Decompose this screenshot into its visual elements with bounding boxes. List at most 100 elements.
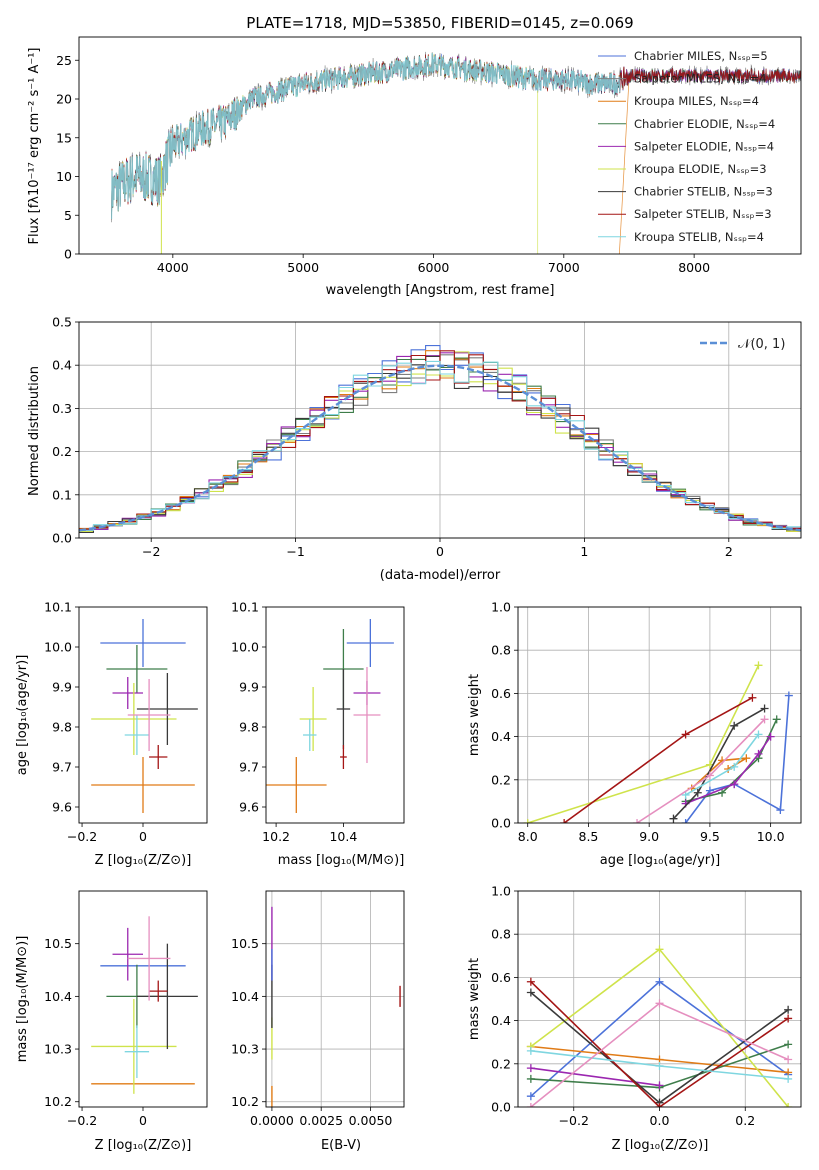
- spectrum-ylabel: Flux [fλ10⁻¹⁷ erg cm⁻² s⁻¹ A⁻¹]: [27, 48, 42, 245]
- y-tick-label: 9.9: [52, 680, 72, 695]
- weight-point-marker: [655, 1081, 664, 1090]
- legend-entry-label: Kroupa STELIB, Nₛₛₚ=4: [634, 230, 764, 244]
- mass-vs-metallicity-panel: −0.2 0 10.2 10.3 10.4 10.5 Z [log₁₀(Z/Z⊙)] ma…: [15, 890, 208, 1153]
- weight-point-marker: [784, 1074, 793, 1083]
- weight-point-marker: [705, 771, 714, 780]
- histogram-ylabel: Normed distribution: [27, 366, 42, 496]
- weight-point-marker: [760, 715, 769, 724]
- legend-entry-label: Chabrier STELIB, Nₛₛₚ=3: [634, 185, 773, 199]
- plot-area: [91, 619, 198, 813]
- y-tick-label: 9.8: [239, 720, 259, 735]
- plot-area: [271, 906, 401, 1107]
- legend-entry-label: Chabrier ELODIE, Nₛₛₚ=4: [634, 117, 775, 131]
- axes-frame: [78, 606, 208, 824]
- weight-point-marker: [655, 1103, 664, 1107]
- y-tick-label: 0.4: [491, 729, 511, 744]
- weight-point-marker: [784, 1014, 793, 1023]
- weight-point-marker: [784, 1103, 793, 1107]
- age-vs-mass-panel: 10.2 10.4 9.6 9.7 9.8 9.9 10.0 10.1 mass [log₁₀…: [231, 600, 405, 868]
- weight-point-marker: [681, 730, 690, 739]
- axes-frame: [517, 606, 802, 824]
- axes-frame: [78, 36, 802, 255]
- legend-entry-label: Kroupa MILES, Nₛₛₚ=4: [634, 94, 759, 108]
- y-tick-label: 0.2: [491, 1056, 511, 1071]
- x-tick-label: −0.2: [67, 829, 97, 844]
- axes-frame: [78, 321, 802, 539]
- x-tick-label: 10.4: [329, 829, 357, 844]
- weight-point-marker: [523, 819, 532, 823]
- x-tick-label: 8000: [678, 260, 710, 275]
- weight-point-marker: [693, 788, 702, 797]
- weight-point-marker: [655, 945, 664, 954]
- weight-point-marker: [526, 988, 535, 997]
- y-tick-label: 10.3: [231, 1042, 259, 1057]
- weight-point-marker: [766, 732, 775, 741]
- weight-vs-z-ylabel: mass weight: [467, 958, 482, 1040]
- x-tick-label: 10.2: [262, 829, 290, 844]
- weight-point-marker: [526, 1046, 535, 1055]
- y-tick-label: 10.0: [231, 640, 259, 655]
- x-tick-label: 0.2: [735, 1113, 755, 1128]
- residual-histogram-panel: −2 −1 0 1 2 0.0 0.1 0.2 0.3 0.4 0.5 (data-model)/e…: [27, 315, 802, 583]
- spectrum-title: PLATE=1718, MJD=53850, FIBERID=0145, z=0…: [246, 14, 633, 32]
- y-tick-label: 0.5: [52, 315, 72, 330]
- weight-point-marker: [730, 721, 739, 730]
- y-tick-label: 0.0: [491, 816, 511, 831]
- y-tick-label: 0.8: [491, 643, 511, 658]
- x-tick-label: 0.0000: [250, 1113, 294, 1128]
- normal-reference-legend-label: 𝒩(0, 1): [738, 337, 785, 352]
- weight-point-marker: [655, 1061, 664, 1070]
- y-tick-label: 1.0: [491, 884, 511, 899]
- x-tick-label: 0.0: [650, 1113, 670, 1128]
- plot-area: [79, 345, 801, 534]
- mass-vs-z-xlabel: Z [log₁₀(Z/Z⊙)]: [95, 1138, 192, 1153]
- weight-point-marker: [560, 819, 569, 823]
- weight-point-marker: [784, 1040, 793, 1049]
- spectrum-legend: Chabrier MILES, Nₛₛₚ=5 Salpeter MILES, Nₛ…: [598, 49, 775, 244]
- mass-vs-ebv-xlabel: E(B-V): [321, 1138, 361, 1153]
- weight-point-marker: [526, 1074, 535, 1083]
- spectrum-series-line: [111, 53, 621, 220]
- y-tick-label: 0.1: [52, 487, 72, 502]
- weight-point-marker: [526, 1092, 535, 1101]
- y-tick-label: 10.3: [44, 1042, 72, 1057]
- age-vs-mass-xlabel: mass [log₁₀(M/M⊙)]: [278, 853, 405, 868]
- weight-point-marker: [526, 1103, 535, 1107]
- plot-area: [266, 619, 394, 813]
- y-tick-label: 10.5: [44, 936, 72, 951]
- weight-vs-age-xlabel: age [log₁₀(age/yr)]: [600, 853, 721, 868]
- weight-point-marker: [754, 749, 763, 758]
- mass-weight-vs-metallicity-panel: −0.2 0.0 0.2 0.0 0.2 0.4 0.6 0.8 1.0 Z [log₁₀(Z/…: [467, 884, 802, 1153]
- age-vs-z-ylabel: age [log₁₀(age/yr)]: [15, 655, 30, 776]
- y-tick-label: 0.8: [491, 927, 511, 942]
- weight-point-marker: [748, 693, 757, 702]
- plot-area: [91, 916, 198, 1094]
- x-tick-label: 0: [436, 544, 444, 559]
- axes-frame: [517, 890, 802, 1108]
- weight-point-marker: [784, 1005, 793, 1014]
- weight-series-line: [685, 736, 772, 805]
- x-tick-label: 0.0050: [349, 1113, 393, 1128]
- y-tick-label: 1.0: [491, 600, 511, 615]
- legend-entry-label: Salpeter MILES, Nₛₛₚ=4: [634, 72, 767, 86]
- age-vs-metallicity-panel: −0.2 0 9.6 9.7 9.8 9.9 10.0 10.1 Z [log₁₀(Z/Z⊙)…: [15, 600, 208, 868]
- x-tick-label: −1: [286, 544, 304, 559]
- y-tick-label: 0: [64, 247, 72, 262]
- y-tick-label: 0.0: [491, 1100, 511, 1115]
- histogram-xlabel: (data-model)/error: [380, 568, 501, 583]
- legend-entry-label: Kroupa ELODIE, Nₛₛₚ=3: [634, 162, 767, 176]
- x-tick-label: 2: [725, 544, 733, 559]
- x-tick-label: 10.0: [757, 829, 785, 844]
- mass-vs-z-ylabel: mass [log₁₀(M/M⊙)]: [15, 936, 30, 1063]
- y-tick-label: 10.0: [44, 640, 72, 655]
- axes-frame: [265, 606, 405, 824]
- x-tick-label: 1: [580, 544, 588, 559]
- mass-vs-extinction-panel: 0.0000 0.0025 0.0050 10.2 10.3 10.4 10.5 E(B-V…: [231, 890, 405, 1153]
- x-tick-label: 8.0: [518, 829, 538, 844]
- y-tick-label: 0.6: [491, 970, 511, 985]
- axes-frame: [78, 890, 208, 1108]
- spectrum-xlabel: wavelength [Angstrom, rest frame]: [326, 283, 555, 298]
- y-tick-label: 0.0: [52, 531, 72, 546]
- x-tick-label: 8.5: [579, 829, 599, 844]
- x-tick-label: 5000: [287, 260, 319, 275]
